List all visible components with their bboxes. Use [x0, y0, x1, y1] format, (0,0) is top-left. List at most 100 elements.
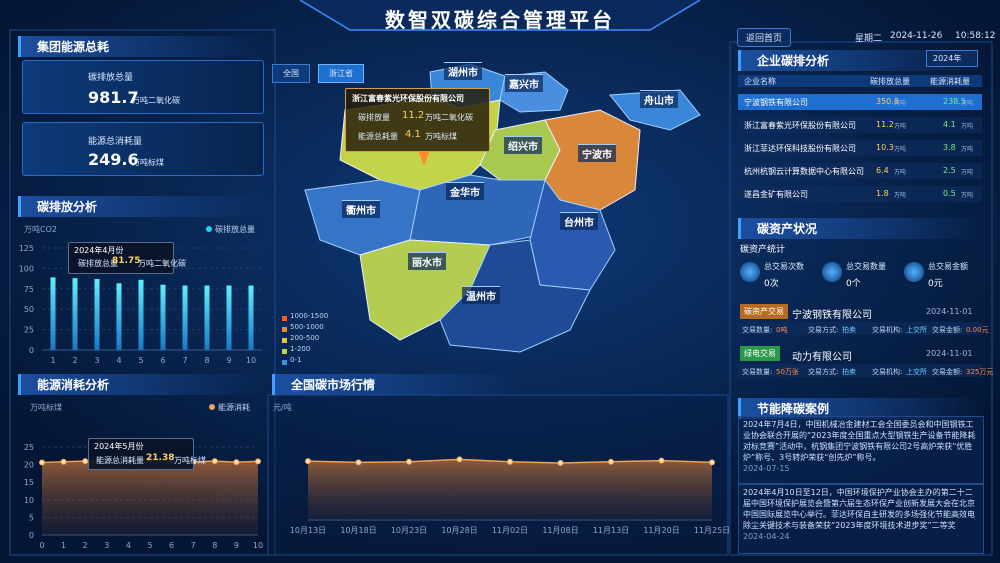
tooltip-label: 能源总耗量	[358, 132, 398, 141]
y-axis-label: 万吨标煤	[30, 402, 62, 412]
left-frame	[9, 29, 276, 556]
point	[82, 458, 89, 465]
x-tick-label: 10	[246, 356, 256, 365]
stat-value: 0个	[846, 279, 861, 289]
city-label[interactable]: 丽水市	[408, 252, 446, 270]
stat-icon	[740, 262, 760, 282]
field-label: 交易方式:	[808, 326, 839, 334]
tooltip-unit: 万吨标煤	[174, 456, 206, 465]
city-label[interactable]: 温州市	[462, 286, 500, 304]
point	[709, 459, 715, 466]
x-tick-label: 10月28日	[441, 526, 477, 535]
case-date: 2024-07-15	[743, 464, 790, 473]
x-tick-label: 5	[147, 541, 152, 550]
city-label[interactable]: 衢州市	[342, 200, 380, 218]
x-tick-label: 10月18日	[340, 526, 376, 535]
case-text: 2024年7月4日，中国机械冶金建材工会全国委员会和中国钢铁工业协会联合开展的“…	[743, 420, 976, 462]
x-tick-label: 10	[253, 541, 263, 550]
unit: 万吨	[894, 123, 907, 130]
bar	[138, 279, 144, 350]
stat-unit: 万吨标煤	[132, 158, 164, 167]
x-tick-label: 2	[72, 356, 77, 365]
legend-swatch	[282, 327, 287, 332]
point	[355, 459, 362, 466]
table-row	[738, 186, 982, 202]
y-tick-label: 100	[19, 264, 34, 273]
tooltip-unit: 万吨标煤	[425, 132, 457, 141]
table-row	[738, 140, 982, 156]
header-frame	[299, 0, 701, 31]
x-tick-label: 11月02日	[492, 526, 528, 535]
city-label[interactable]: 绍兴市	[504, 136, 542, 154]
bar	[248, 285, 254, 350]
legend-label: 1-200	[290, 345, 311, 353]
field-value: 0吨	[776, 326, 788, 334]
table-header	[738, 75, 982, 87]
energy-value: 4.1	[943, 120, 956, 129]
legend-label: 碳排放总量	[215, 224, 255, 234]
tooltip-value: 11.2	[402, 110, 425, 121]
legend-swatch	[282, 316, 287, 321]
right-frame	[729, 41, 993, 556]
field-value: 拍卖	[842, 326, 856, 334]
year-select[interactable]: 2024年	[926, 50, 978, 67]
x-tick-label: 3	[94, 356, 99, 365]
time: 10:58:12	[955, 31, 996, 41]
company: 浙江富春紫光环保股份有限公司	[744, 121, 856, 130]
legend-label: 能源消耗	[218, 402, 250, 412]
x-tick-label: 2	[83, 541, 88, 550]
x-tick-label: 3	[104, 541, 109, 550]
x-tick-label: 11月08日	[542, 526, 578, 535]
tooltip	[88, 438, 194, 470]
point	[305, 458, 311, 465]
city-label[interactable]: 台州市	[560, 212, 598, 230]
city-label[interactable]: 舟山市	[640, 90, 678, 108]
x-tick-label: 9	[234, 541, 239, 550]
trade-name: 宁波钢铁有限公司	[792, 310, 872, 321]
bar	[116, 283, 122, 350]
x-tick-label: 4	[126, 541, 131, 550]
th: 碳排放总量	[870, 77, 910, 86]
trade-details	[738, 364, 982, 377]
x-tick-label: 11月20日	[643, 526, 679, 535]
home-button[interactable]: 返回首页	[737, 28, 792, 47]
tooltip-label: 碳排放总量	[78, 259, 118, 268]
stat-label: 碳排放总量	[88, 73, 134, 83]
area	[308, 459, 712, 520]
field-value: 325万元	[966, 368, 994, 376]
field-value: 50万张	[776, 368, 799, 376]
stat-value: 0元	[928, 279, 943, 289]
x-tick-label: 9	[226, 356, 231, 365]
stat-icon	[904, 262, 924, 282]
stat-card	[22, 122, 264, 176]
point	[507, 458, 513, 465]
city-label[interactable]: 宁波市	[578, 144, 616, 162]
city-label[interactable]: 嘉兴市	[505, 74, 543, 92]
x-tick-label: 4	[116, 356, 121, 365]
stat-value: 249.6	[88, 150, 139, 169]
carbon-value: 350.8	[876, 97, 899, 106]
stat-label: 能源总消耗量	[88, 137, 143, 147]
city-label[interactable]: 湖州市	[444, 62, 482, 80]
y-tick-label: 0	[29, 346, 34, 355]
bar	[72, 278, 78, 350]
unit: 万吨	[961, 192, 974, 199]
breadcrumb[interactable]: 全国	[272, 64, 310, 83]
x-tick-label: 7	[191, 541, 196, 550]
field-label: 交易机构:	[872, 326, 903, 334]
page-title: 数智双碳综合管理平台	[385, 8, 615, 32]
field-value: 拍卖	[842, 368, 856, 376]
case-date: 2024-04-24	[743, 532, 790, 541]
field-label: 交易金额:	[932, 368, 963, 376]
field-value: 上交所	[906, 326, 927, 334]
y-tick-label: 5	[29, 513, 34, 522]
panel-title: 碳排放分析	[18, 196, 265, 217]
bar	[94, 279, 100, 350]
panel-title: 集团能源总耗	[18, 36, 265, 57]
x-tick-label: 7	[182, 356, 187, 365]
breadcrumb[interactable]: 浙江省	[318, 64, 364, 83]
stat-card	[22, 60, 264, 114]
carbon-value: 6.4	[876, 166, 889, 175]
field-value: 上交所	[906, 368, 927, 376]
city-label[interactable]: 金华市	[446, 182, 484, 200]
